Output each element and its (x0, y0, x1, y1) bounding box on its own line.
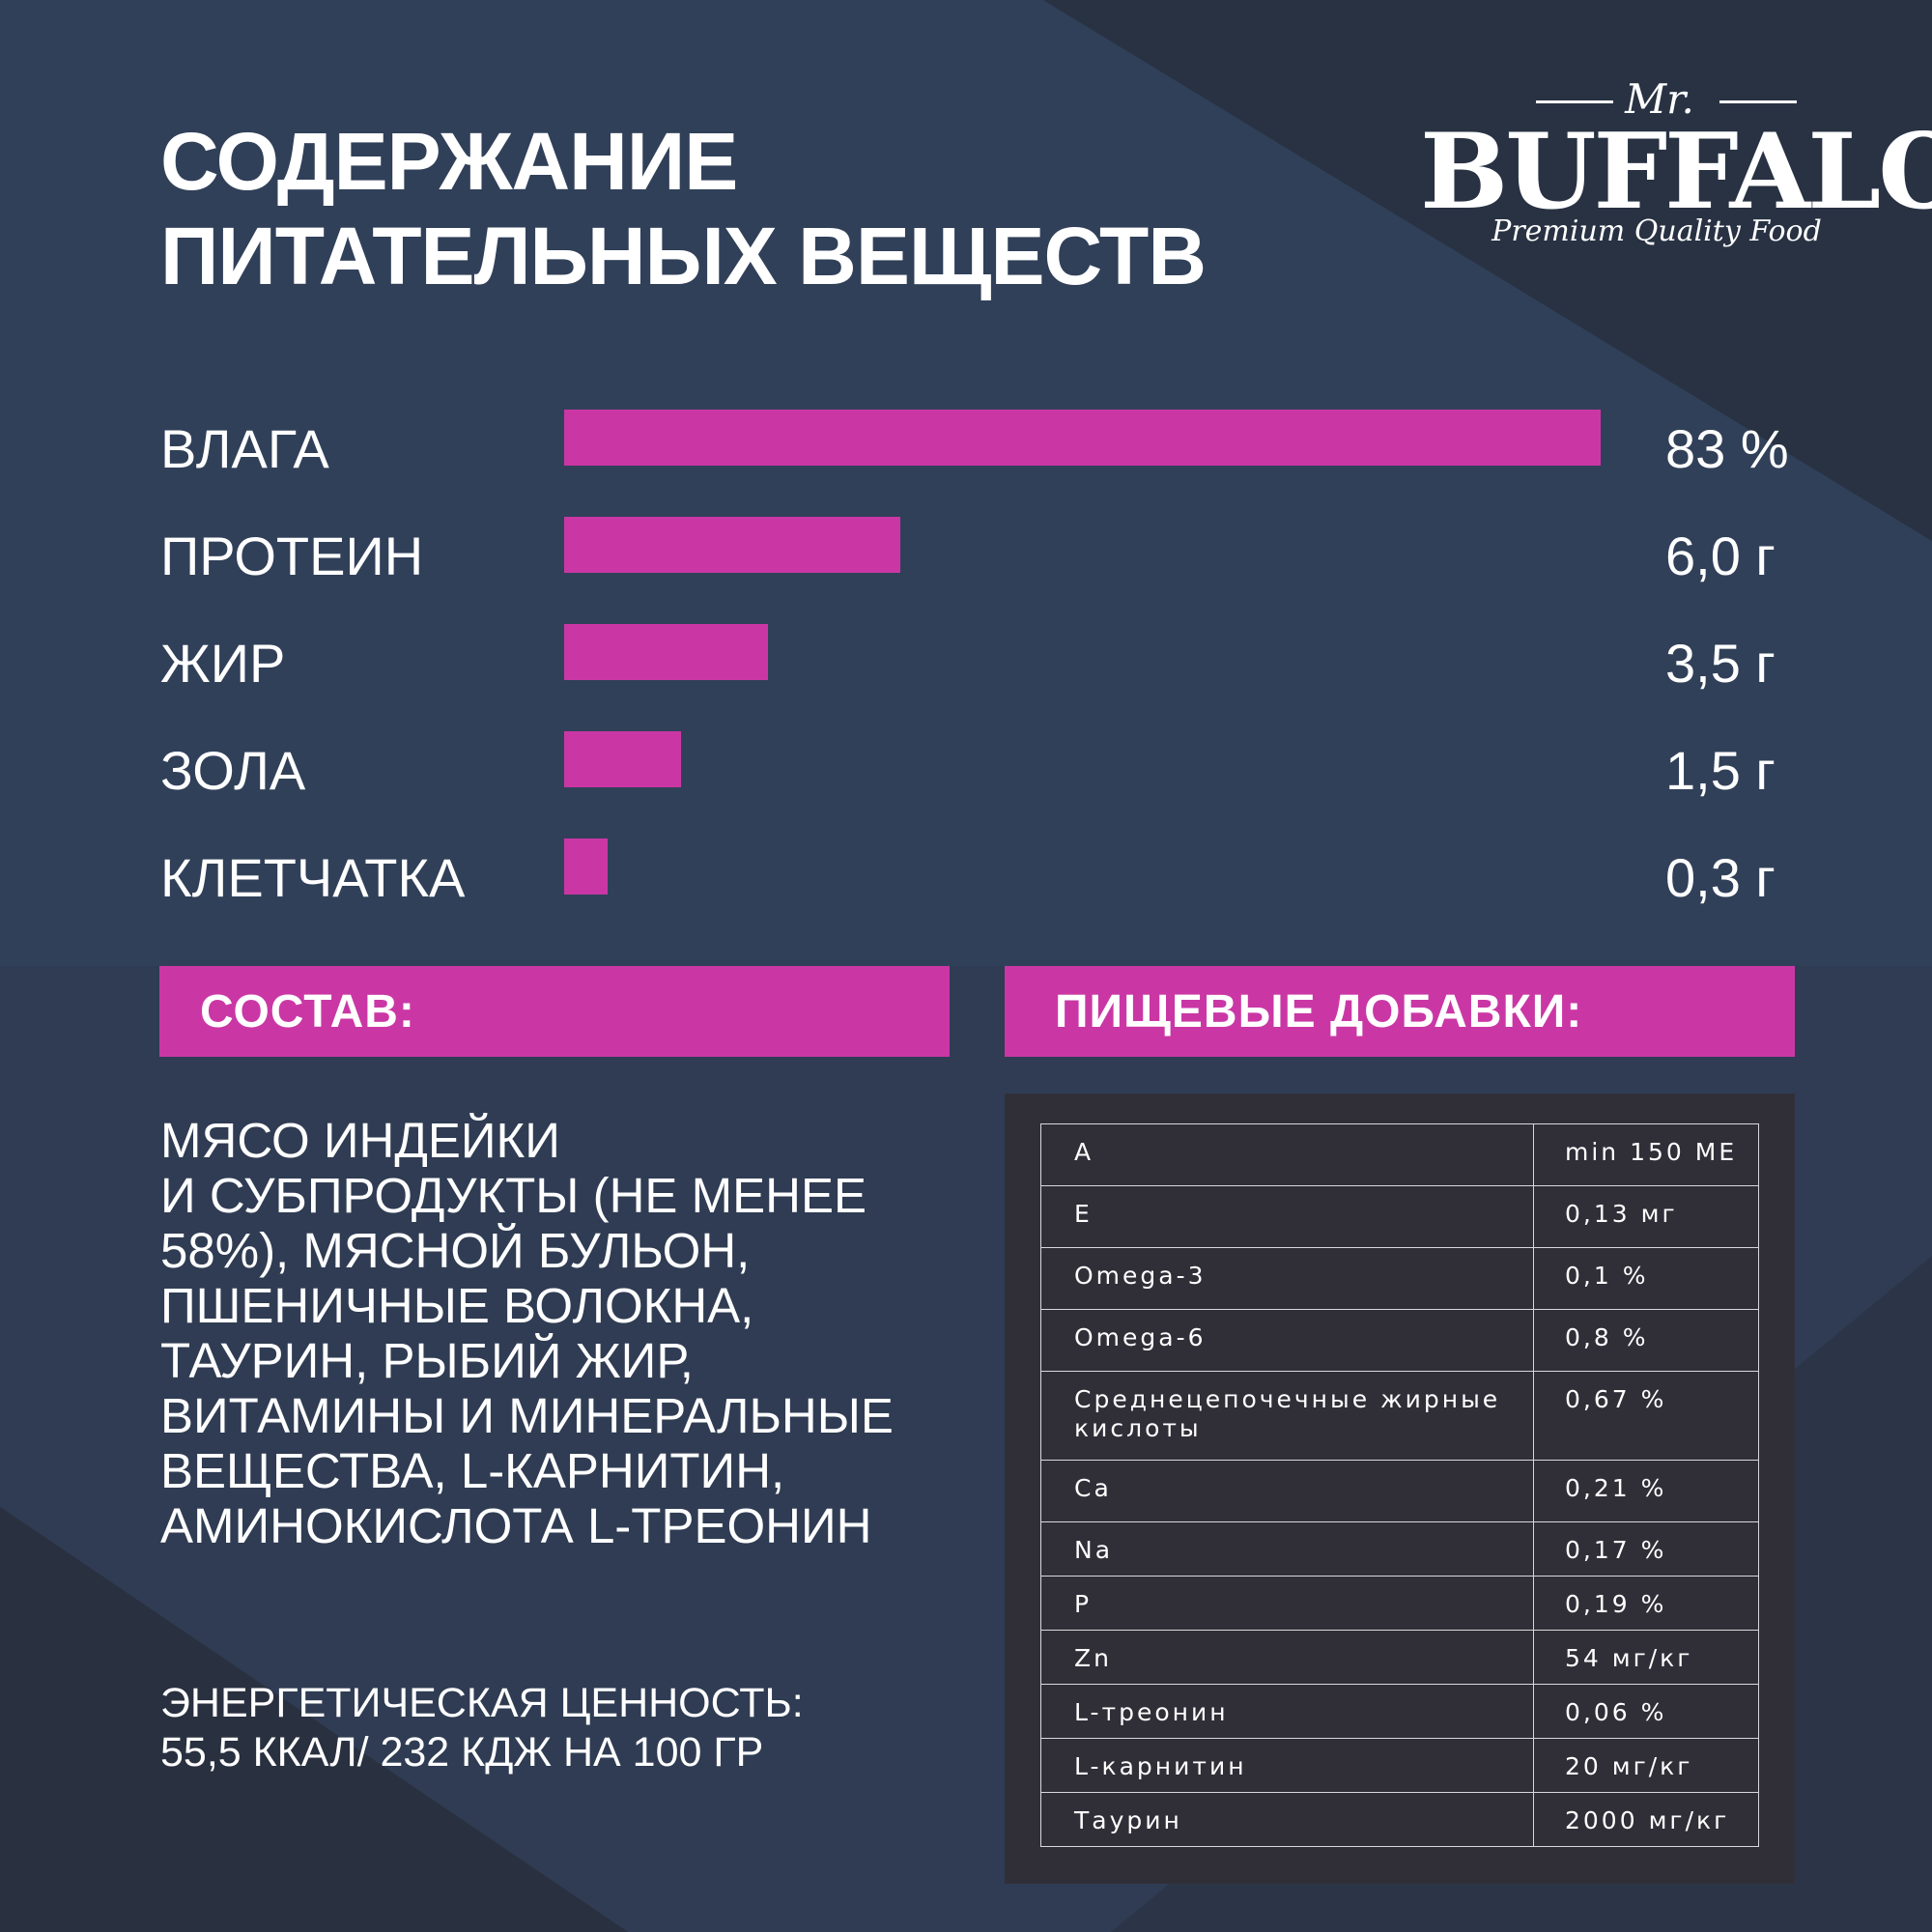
additive-value: 0,21 % (1533, 1460, 1759, 1522)
additive-name: L-треонин (1040, 1684, 1534, 1739)
chart-value-label: 83 % (1665, 418, 1789, 479)
table-row: Таурин 2000 мг/кг (1040, 1792, 1759, 1847)
additive-value: 20 мг/кг (1533, 1738, 1759, 1793)
composition-line: ПШЕНИЧНЫЕ ВОЛОКНА, (160, 1278, 754, 1333)
additive-name: Na (1040, 1521, 1534, 1577)
table-row: P 0,19 % (1040, 1576, 1759, 1631)
energy-value: ЭНЕРГЕТИЧЕСКАЯ ЦЕННОСТЬ: 55,5 ККАЛ/ 232 … (160, 1679, 895, 1777)
composition-heading: СОСТАВ: (200, 986, 415, 1037)
brand-logo: Mr. BUFFALO Premium Quality Food (1420, 70, 1932, 263)
additives-heading: ПИЩЕВЫЕ ДОБАВКИ: (1055, 986, 1583, 1037)
logo-brand: BUFFALO (1420, 111, 1932, 233)
chart-bar (564, 624, 768, 680)
composition-line: АМИНОКИСЛОТА L-ТРЕОНИН (160, 1498, 872, 1553)
additive-value: 0,67 % (1533, 1371, 1759, 1461)
additive-name: Omega-3 (1040, 1247, 1534, 1310)
additive-value: 2000 мг/кг (1533, 1792, 1759, 1847)
chart-bar (564, 838, 608, 895)
title-line-1: СОДЕРЖАНИЕ (160, 116, 738, 207)
logo-tagline: Premium Quality Food (1492, 214, 1822, 248)
composition-line: И СУБПРОДУКТЫ (НЕ МЕНЕЕ (160, 1168, 867, 1223)
additive-value: min 150 МЕ (1533, 1123, 1759, 1186)
chart-category-label: ПРОТЕИН (160, 526, 424, 586)
additive-name: L-карнитин (1040, 1738, 1534, 1793)
chart-category-label: КЛЕТЧАТКА (160, 847, 466, 908)
chart-row: ВЛАГА 83 % (160, 396, 1822, 502)
logo-rule-left (1536, 100, 1613, 103)
chart-value-label: 1,5 г (1665, 740, 1776, 801)
composition-line: ВИТАМИНЫ И МИНЕРАЛЬНЫЕ (160, 1388, 894, 1443)
additive-value: 54 мг/кг (1533, 1630, 1759, 1685)
energy-label: ЭНЕРГЕТИЧЕСКАЯ ЦЕННОСТЬ: (160, 1680, 804, 1726)
table-row: L-карнитин 20 мг/кг (1040, 1738, 1759, 1793)
chart-category-label: ВЛАГА (160, 418, 329, 479)
table-row: E 0,13 мг (1040, 1185, 1759, 1248)
additive-name: A (1040, 1123, 1534, 1186)
chart-row: КЛЕТЧАТКА 0,3 г (160, 825, 1822, 931)
table-row: Ca 0,21 % (1040, 1460, 1759, 1522)
chart-value-label: 3,5 г (1665, 633, 1776, 694)
logo-mr: Mr. (1625, 75, 1694, 123)
additive-value: 0,06 % (1533, 1684, 1759, 1739)
chart-bar (564, 731, 681, 787)
additive-value: 0,17 % (1533, 1521, 1759, 1577)
composition-header: СОСТАВ: (159, 966, 950, 1057)
additive-name: Zn (1040, 1630, 1534, 1685)
table-row: Omega-3 0,1 % (1040, 1247, 1759, 1310)
table-row: Na 0,17 % (1040, 1521, 1759, 1577)
chart-bar (564, 410, 1601, 466)
composition-line: ТАУРИН, РЫБИЙ ЖИР, (160, 1333, 694, 1388)
chart-row: ЖИР 3,5 г (160, 611, 1822, 717)
chart-value-label: 6,0 г (1665, 526, 1776, 586)
additive-name: P (1040, 1576, 1534, 1631)
composition-line: 58%), МЯСНОЙ БУЛЬОН, (160, 1223, 751, 1278)
additive-value: 0,8 % (1533, 1309, 1759, 1372)
additive-name: Среднецепочечные жирные кислоты (1040, 1371, 1534, 1461)
table-row: Среднецепочечные жирные кислоты 0,67 % (1040, 1371, 1759, 1461)
composition-line: ВЕЩЕСТВА, L-КАРНИТИН, (160, 1443, 785, 1498)
table-row: Zn 54 мг/кг (1040, 1630, 1759, 1685)
composition-line: МЯСО ИНДЕЙКИ (160, 1113, 560, 1168)
chart-value-label: 0,3 г (1665, 847, 1776, 908)
additive-name: E (1040, 1185, 1534, 1248)
additive-name: Ca (1040, 1460, 1534, 1522)
logo-rule-right (1719, 100, 1797, 103)
chart-row: ЗОЛА 1,5 г (160, 718, 1822, 824)
additive-name: Omega-6 (1040, 1309, 1534, 1372)
chart-bar (564, 517, 900, 573)
additive-value: 0,1 % (1533, 1247, 1759, 1310)
table-row: L-треонин 0,06 % (1040, 1684, 1759, 1739)
chart-row: ПРОТЕИН 6,0 г (160, 503, 1822, 610)
chart-category-label: ЖИР (160, 633, 286, 694)
nutrient-chart: ВЛАГА 83 % ПРОТЕИН 6,0 г ЖИР 3,5 г ЗОЛА 1,5 г КЛ… (160, 396, 1822, 918)
energy-amount: 55,5 ККАЛ/ 232 КДЖ НА 100 ГР (160, 1729, 764, 1776)
title-line-2: ПИТАТЕЛЬНЫХ ВЕЩЕСТВ (160, 211, 1207, 301)
page-title: СОДЕРЖАНИЕ ПИТАТЕЛЬНЫХ ВЕЩЕСТВ (160, 114, 1320, 303)
composition-text: МЯСО ИНДЕЙКИ И СУБПРОДУКТЫ (НЕ МЕНЕЕ 58%… (160, 1113, 895, 1553)
additive-value: 0,13 мг (1533, 1185, 1759, 1248)
additive-name: Таурин (1040, 1792, 1534, 1847)
chart-category-label: ЗОЛА (160, 740, 306, 801)
additives-header: ПИЩЕВЫЕ ДОБАВКИ: (1005, 966, 1795, 1057)
table-row: Omega-6 0,8 % (1040, 1309, 1759, 1372)
additive-value: 0,19 % (1533, 1576, 1759, 1631)
